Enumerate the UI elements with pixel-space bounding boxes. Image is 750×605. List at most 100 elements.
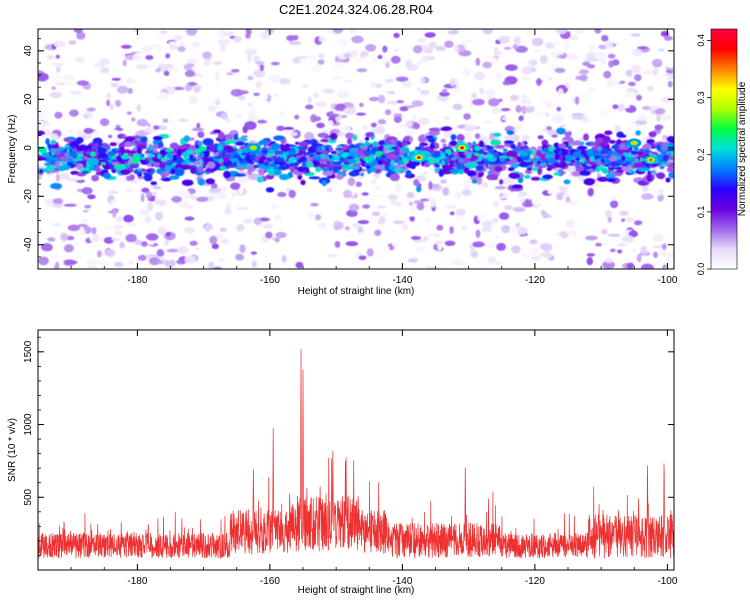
spectrogram-cell: [442, 187, 450, 196]
spectrogram-cell: [288, 189, 296, 199]
spectrogram-cell: [198, 152, 205, 158]
spectrogram-cell: [72, 149, 76, 153]
spectrogram-cell: [240, 264, 248, 269]
spectrogram-cell: [416, 185, 422, 193]
spectrogram-cell: [157, 125, 168, 131]
spectrogram-cell: [191, 127, 205, 132]
spectrogram-cell: [452, 88, 464, 94]
spectrogram-cell: [63, 203, 77, 207]
spectrogram-cell: [476, 160, 487, 165]
spectrogram-cell: [152, 135, 163, 141]
spectrogram-cell: [154, 196, 160, 201]
spectrogram-cell: [505, 150, 518, 158]
spectrogram-cell: [583, 178, 596, 186]
spectrogram-cell: [332, 75, 344, 80]
spectrogram-cell: [177, 168, 185, 174]
spectrogram-cell: [168, 77, 177, 86]
spectrogram-cell: [255, 61, 265, 65]
spectrogram-cell: [497, 252, 508, 258]
spectrogram-cell: [164, 258, 176, 268]
spectrogram-cell: [238, 166, 245, 171]
spectrogram-cell: [402, 223, 409, 231]
spectrogram-cell: [622, 235, 635, 243]
spectrogram-cell: [647, 170, 652, 176]
spectrogram-cell: [524, 30, 531, 34]
spectrogram-cell: [253, 217, 262, 226]
spectrogram-cell: [617, 103, 625, 112]
spectrogram-cell: [197, 178, 206, 186]
spectrogram-cell: [631, 64, 641, 74]
spectrogram-cell: [152, 157, 161, 163]
spectrogram-cell: [523, 157, 529, 161]
spectrogram-cell: [323, 144, 332, 149]
spectrogram-cell: [494, 185, 507, 190]
spectrogram-cell: [273, 264, 279, 268]
spectrogram-cell: [333, 61, 346, 71]
spectrogram-cell: [238, 157, 243, 162]
spectrogram-cell: [343, 107, 357, 115]
spectrogram-cell: [517, 190, 527, 200]
spectrogram-cell: [365, 131, 374, 138]
spectrogram-cell: [141, 241, 148, 247]
spectrogram-cell: [493, 50, 503, 55]
spectrogram-cell: [479, 185, 486, 194]
spectrogram-cell: [641, 185, 649, 192]
spectrogram-cell: [617, 249, 623, 254]
spectrogram-cell: [222, 170, 231, 179]
spectrogram-cell: [485, 153, 493, 159]
spectrogram-cell: [214, 98, 221, 104]
spectrogram-cell: [207, 105, 216, 112]
spectrogram-cell: [145, 191, 152, 199]
snr-marks: [38, 348, 674, 559]
spectrogram-cell: [627, 157, 636, 163]
spectrogram-cell: [332, 29, 344, 34]
spectrogram-cell: [509, 156, 513, 160]
spectrogram-cell: [567, 89, 579, 95]
spectrogram-cell: [370, 178, 377, 185]
spectrogram-y-tick-label: 40: [23, 45, 34, 57]
spectrogram-cell: [38, 176, 42, 180]
spectrogram-cell: [398, 167, 406, 172]
spectrogram-cell: [305, 104, 314, 110]
spectrogram-cell: [63, 147, 67, 153]
spectrogram-cell: [190, 167, 197, 174]
spectrogram-cell: [463, 166, 470, 174]
spectrogram-cell: [444, 40, 454, 48]
spectrogram-cell: [74, 56, 85, 63]
spectrogram-cell: [157, 226, 167, 236]
spectrogram-cell: [554, 67, 566, 74]
spectrogram-cell: [474, 146, 480, 151]
spectrogram-cell: [317, 59, 325, 65]
spectrogram-cell: [149, 113, 157, 120]
spectrogram-cell: [84, 204, 92, 209]
spectrogram-cell: [217, 258, 226, 262]
spectrogram-cell: [177, 189, 190, 198]
spectrogram-cell: [347, 177, 356, 187]
spectrogram-cell: [539, 55, 548, 64]
spectrogram-cell: [126, 126, 138, 132]
spectrogram-cell: [166, 232, 171, 237]
spectrogram-cell: [334, 103, 346, 112]
spectrogram-cell: [621, 140, 630, 144]
spectrogram-cell: [455, 208, 466, 216]
spectrogram-cell: [656, 113, 661, 123]
spectrogram-cell: [625, 153, 634, 158]
spectrogram-cell: [90, 151, 96, 157]
spectrogram-cell: [411, 100, 424, 107]
spectrogram-cell: [164, 239, 170, 247]
spectrogram-cell: [193, 161, 201, 166]
spectrogram-cell: [394, 183, 401, 193]
spectrogram-cell: [54, 111, 63, 119]
spectrogram-cell: [657, 48, 665, 52]
spectrogram-cell: [223, 154, 232, 158]
spectrogram-cell: [163, 70, 170, 77]
spectrogram-cell: [160, 164, 166, 169]
spectrogram-cell: [621, 163, 629, 167]
spectrogram-cell: [245, 32, 251, 39]
spectrogram-cell: [59, 172, 70, 180]
spectrogram-cell: [644, 149, 650, 154]
spectrogram-cell: [50, 144, 60, 149]
spectrogram-cell: [654, 190, 662, 197]
spectrogram-cell: [56, 66, 61, 73]
spectrogram-cell: [636, 254, 642, 263]
